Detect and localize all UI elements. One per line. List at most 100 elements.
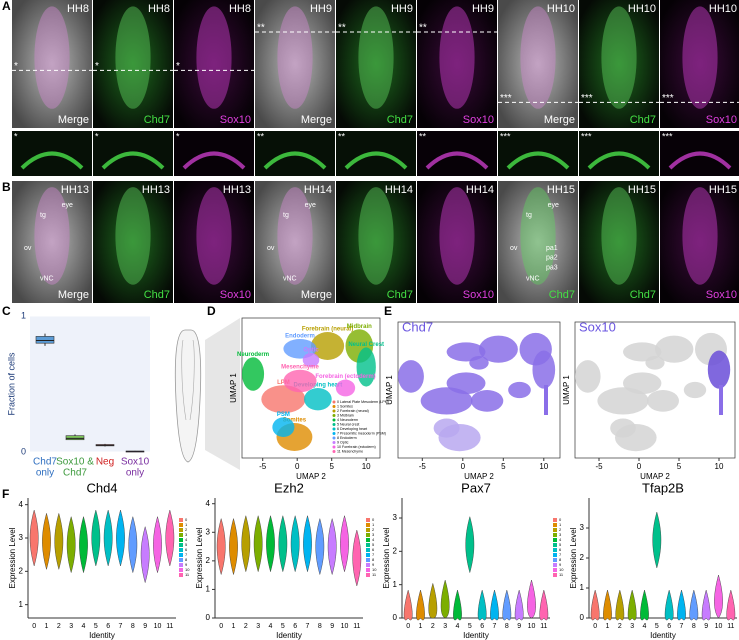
channel-label: Sox10 bbox=[706, 114, 737, 126]
violin bbox=[266, 514, 275, 573]
violin bbox=[91, 509, 101, 567]
legend-entry: 2 bbox=[185, 527, 188, 532]
gene-label: Sox10 bbox=[579, 319, 616, 334]
y-tick-label: 4 bbox=[19, 500, 24, 509]
violin bbox=[216, 517, 226, 576]
x-tick-label: 11 bbox=[166, 623, 173, 630]
section-shape bbox=[101, 151, 165, 170]
section-shape bbox=[668, 151, 732, 170]
annotation: eye bbox=[548, 202, 559, 209]
cluster-blob bbox=[272, 417, 295, 438]
violin bbox=[29, 509, 39, 567]
legend-swatch bbox=[332, 423, 336, 426]
violin bbox=[66, 515, 76, 574]
legend-entry: 5 Neural crest bbox=[337, 422, 359, 426]
image-tile bbox=[579, 181, 659, 303]
annotation: eye bbox=[62, 202, 73, 209]
stage-label: HH15 bbox=[547, 184, 575, 196]
embryo-shape bbox=[196, 6, 232, 109]
channel-label: Chd7 bbox=[387, 114, 413, 126]
cluster-label: Forebrain (neural) bbox=[302, 327, 353, 333]
y-axis-title: UMAP 1 bbox=[229, 373, 238, 403]
panel-label: B bbox=[2, 180, 11, 194]
legend-entry: 9 bbox=[559, 562, 562, 567]
x-axis-title: Identity bbox=[463, 631, 489, 640]
plot-title: Pax7 bbox=[461, 480, 491, 495]
legend-entry: 11 Mesenchyme bbox=[337, 449, 363, 453]
image-tile bbox=[660, 0, 739, 128]
legend-swatch bbox=[366, 558, 370, 562]
x-tick-label: 10 bbox=[154, 623, 162, 630]
violin bbox=[229, 517, 238, 576]
cluster-label: Mesenchyme bbox=[281, 364, 319, 370]
channel-label: Sox10 bbox=[463, 114, 494, 126]
channel-label: Merge bbox=[58, 114, 89, 126]
y-tick-label: 1 bbox=[393, 580, 398, 589]
y-axis-title: Expression Level bbox=[195, 527, 204, 588]
channel-label: Merge bbox=[301, 289, 332, 301]
legend-swatch bbox=[366, 573, 370, 577]
cluster-label: PSM bbox=[277, 412, 290, 418]
cluster-label: Neural Crest bbox=[348, 342, 384, 348]
x-tick-label: 10 bbox=[341, 623, 349, 630]
y-tick-label: 2 bbox=[206, 556, 211, 565]
embryo-shape bbox=[439, 6, 475, 109]
stage-label: HH14 bbox=[466, 184, 494, 196]
annotation: ov bbox=[267, 245, 275, 252]
legend-swatch bbox=[366, 548, 370, 552]
x-tick-label: 0 bbox=[32, 623, 36, 630]
legend-entry: 4 Neuroderm bbox=[337, 418, 358, 422]
x-tick-label: 9 bbox=[143, 623, 147, 630]
cluster-blob bbox=[261, 385, 306, 414]
legend-swatch bbox=[179, 558, 183, 562]
x-tick-label: 10 bbox=[539, 462, 548, 471]
legend-swatch bbox=[366, 528, 370, 532]
y-tick-label: 3 bbox=[393, 513, 398, 522]
image-tile bbox=[93, 0, 173, 128]
x-tick-label: 10 bbox=[362, 462, 371, 471]
stage-label: HH9 bbox=[391, 3, 413, 15]
stage-label: HH13 bbox=[61, 184, 89, 196]
violin bbox=[514, 589, 524, 621]
expression-blob bbox=[398, 360, 424, 393]
legend-entry: 0 bbox=[559, 517, 562, 522]
x-tick-label: 9 bbox=[704, 623, 708, 630]
legend-entry: 7 Presomitic mesoderm (PSM) bbox=[337, 431, 386, 435]
plot-title: Ezh2 bbox=[274, 480, 304, 495]
embryo-shape bbox=[358, 6, 394, 109]
y-tick-label: 0 bbox=[206, 613, 211, 622]
category-label: only bbox=[126, 468, 144, 479]
expression-blob bbox=[469, 356, 489, 370]
legend-swatch bbox=[553, 533, 557, 537]
annotation: pa1 bbox=[546, 245, 558, 252]
violin bbox=[714, 574, 723, 619]
legend-entry: 1 bbox=[185, 522, 188, 527]
channel-label: Merge bbox=[58, 289, 89, 301]
cluster-label: Optic bbox=[303, 348, 319, 354]
plot-title: Tfap2B bbox=[642, 480, 684, 495]
section-marker: * bbox=[176, 61, 180, 72]
plot-frame bbox=[574, 321, 736, 459]
legend-entry: 6 bbox=[185, 547, 188, 552]
violin bbox=[527, 579, 536, 619]
section-marker: *** bbox=[581, 93, 593, 104]
embryo-schematic bbox=[174, 318, 240, 470]
y-axis-title: Expression Level bbox=[382, 527, 391, 588]
section-marker: *** bbox=[500, 93, 512, 104]
x-tick-label: 5 bbox=[677, 462, 682, 471]
section-shape bbox=[344, 151, 408, 170]
x-tick-label: 0 bbox=[637, 462, 642, 471]
legend-swatch bbox=[179, 553, 183, 557]
box bbox=[65, 435, 85, 441]
legend-swatch bbox=[366, 543, 370, 547]
y-axis-title: UMAP 1 bbox=[385, 375, 394, 405]
legend-swatch bbox=[332, 432, 336, 435]
x-tick-label: 2 bbox=[244, 623, 248, 630]
embryo-shape bbox=[439, 187, 475, 285]
stage-label: HH15 bbox=[709, 184, 737, 196]
section-shape bbox=[182, 151, 246, 170]
section-marker: ** bbox=[419, 23, 427, 34]
x-tick-label: 5 bbox=[468, 623, 472, 630]
image-tile bbox=[93, 181, 173, 303]
violin bbox=[615, 589, 625, 621]
